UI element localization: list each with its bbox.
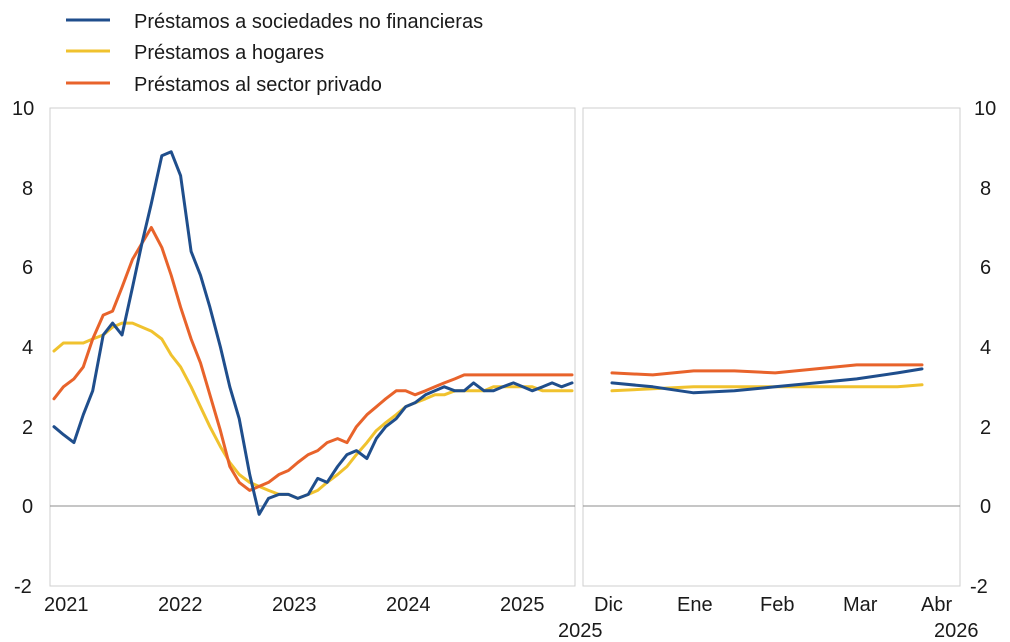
x-tick-month: Ene (677, 594, 713, 616)
x-tick-month: Dic (594, 594, 623, 616)
series-right (610, 363, 924, 395)
panel-left-frame (49, 107, 576, 587)
y-tick-left: 4 (22, 337, 33, 359)
x-tick-year: 2022 (158, 594, 203, 616)
y-tick-right: 0 (980, 496, 991, 518)
y-tick-left: 6 (22, 257, 33, 279)
panel-right-frame (582, 107, 961, 587)
x-tick-year: 2024 (386, 594, 431, 616)
x-axis-right: Dic 2025 Ene Feb Mar Abr 2026 (558, 594, 979, 642)
recent-series-private-line (610, 363, 924, 377)
history-series-households-line (52, 321, 574, 500)
x-tick-month-year: 2026 (934, 620, 979, 642)
y-axis-right: 10 8 6 4 2 0 -2 (970, 98, 996, 598)
x-tick-year: 2021 (44, 594, 89, 616)
y-tick-right: 4 (980, 337, 991, 359)
x-tick-month: Mar (843, 594, 878, 616)
y-tick-left: 0 (22, 496, 33, 518)
legend-label-nfc: Préstamos a sociedades no financieras (134, 11, 483, 33)
y-tick-left: -2 (14, 576, 32, 598)
legend-label-private: Préstamos al sector privado (134, 74, 382, 96)
recent-series-nfc-line (610, 367, 924, 395)
history-series-nfc-line (52, 150, 574, 516)
y-tick-left: 2 (22, 417, 33, 439)
y-axis-left: 10 8 6 4 2 0 -2 (12, 98, 34, 598)
history-series-private-line (52, 226, 574, 492)
y-tick-left: 10 (12, 98, 34, 120)
x-axis-left: 2021 2022 2023 2024 2025 (44, 594, 545, 616)
series-left (52, 150, 574, 516)
y-tick-right: -2 (970, 576, 988, 598)
x-tick-month: Feb (760, 594, 794, 616)
y-tick-right: 6 (980, 257, 991, 279)
y-tick-right: 2 (980, 417, 991, 439)
y-tick-right: 10 (974, 98, 996, 120)
legend-label-households: Préstamos a hogares (134, 42, 324, 64)
x-tick-month-year: 2025 (558, 620, 603, 642)
x-tick-year: 2025 (500, 594, 545, 616)
x-tick-month: Abr (921, 594, 952, 616)
legend: Préstamos a sociedades no financieras Pr… (66, 11, 483, 96)
x-tick-year: 2023 (272, 594, 317, 616)
y-tick-right: 8 (980, 178, 991, 200)
y-tick-left: 8 (22, 178, 33, 200)
